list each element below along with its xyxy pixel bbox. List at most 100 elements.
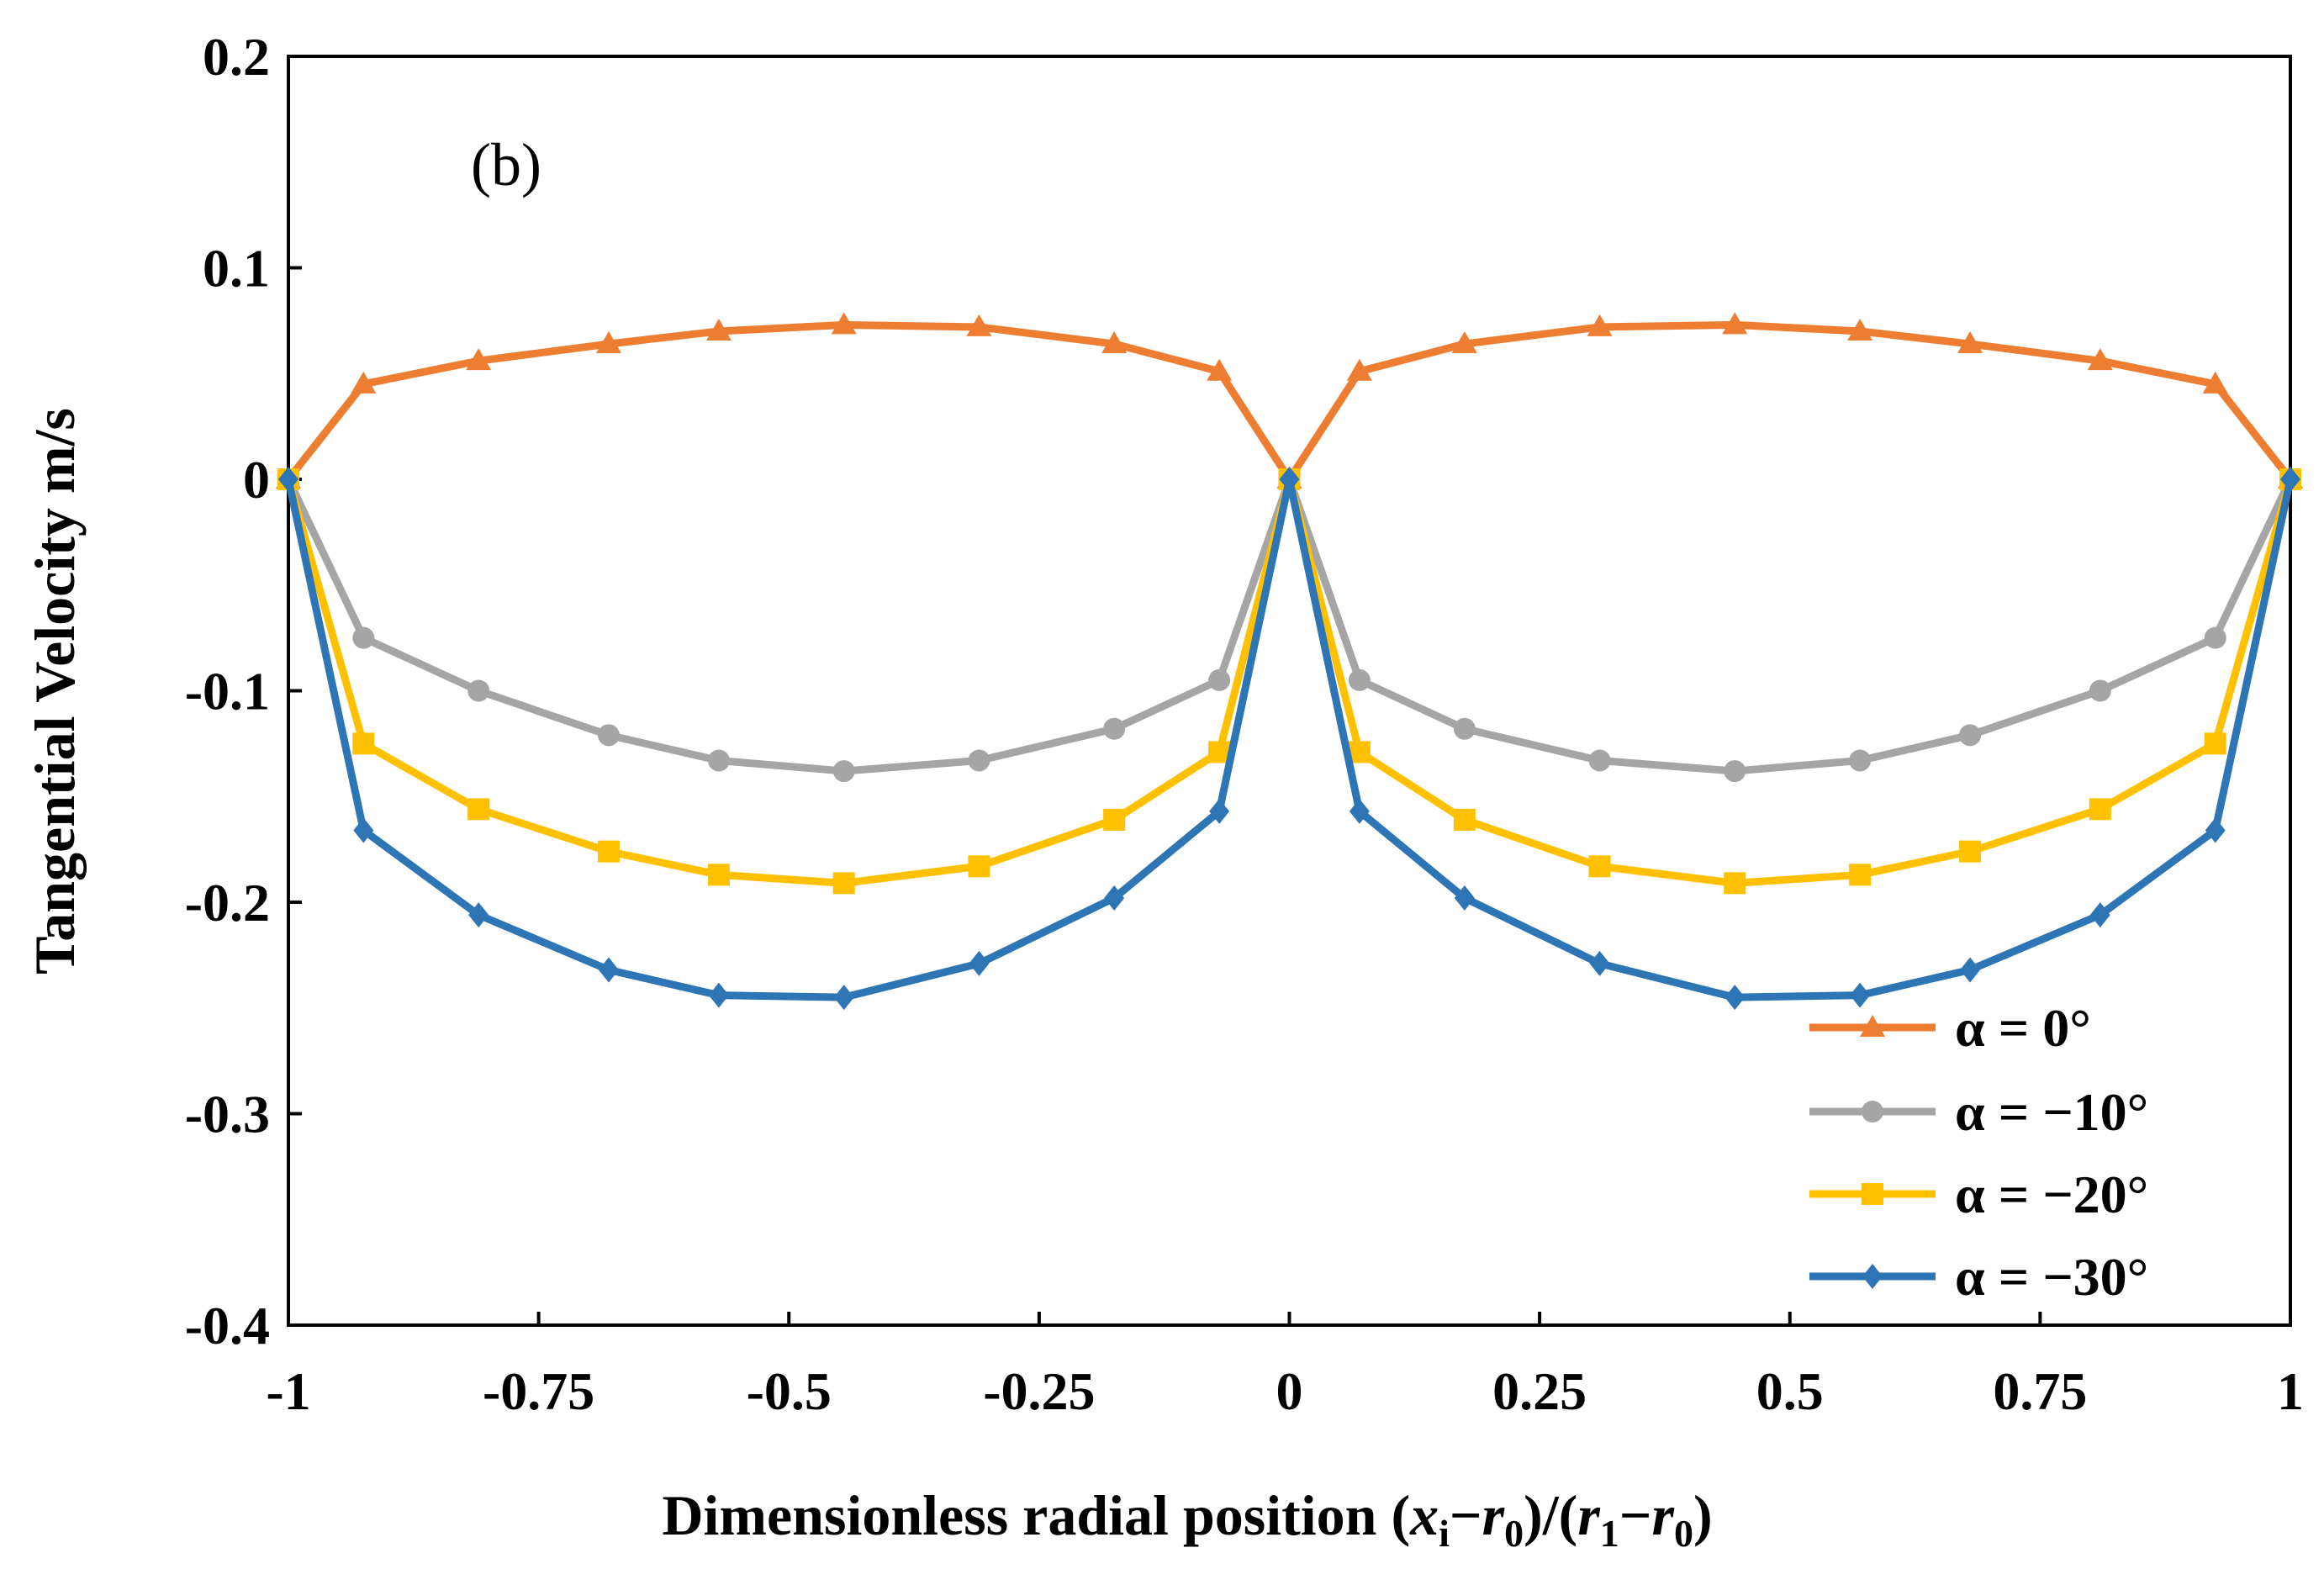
data-point (833, 985, 854, 1011)
data-point (707, 864, 730, 886)
data-point (352, 626, 375, 649)
data-point (1454, 885, 1475, 911)
series-line (284, 475, 2295, 887)
data-point (969, 950, 990, 976)
data-point (1349, 798, 1370, 824)
data-point (352, 732, 375, 755)
series-line (284, 475, 2295, 775)
data-point (1451, 331, 1477, 354)
data-point (2202, 371, 2228, 394)
legend-swatch-marker (1860, 1015, 1885, 1037)
data-point (2204, 626, 2226, 649)
data-point (1453, 808, 1476, 831)
legend-label: α = 0° (1955, 998, 2091, 1058)
data-point (2204, 732, 2226, 755)
panel-annotation: (b) (471, 131, 541, 198)
y-axis-title: Tangential Velocity m/s (23, 408, 87, 975)
x-tick-label: 0.75 (1993, 1361, 2087, 1421)
x-title-minus-1: − (1450, 1483, 1482, 1547)
data-point (968, 749, 990, 772)
series-3 (278, 467, 2300, 1011)
data-point (1849, 864, 1872, 886)
x-title-r0-sub-a: 0 (1504, 1512, 1524, 1555)
data-point (1847, 318, 1873, 341)
y-tick-label: 0.1 (203, 239, 270, 298)
data-point (467, 798, 490, 821)
legend-item: α = −20° (1809, 1165, 2148, 1224)
x-title-x-sub: i (1439, 1512, 1450, 1555)
data-point (1453, 717, 1476, 740)
legend-label: α = −10° (1955, 1082, 2148, 1142)
data-point (1960, 957, 1981, 983)
data-point (2089, 902, 2110, 928)
x-title-suffix: ) (1693, 1483, 1713, 1547)
data-point (1348, 668, 1371, 691)
y-tick-label: -0.4 (185, 1296, 270, 1355)
x-axis-title: Dimensionless radial position (xi−r0)/(r… (662, 1483, 1712, 1555)
x-title-r-b: r (1577, 1483, 1600, 1547)
data-point (597, 840, 620, 863)
series-0 (276, 312, 2303, 489)
data-point (468, 902, 489, 928)
data-point (351, 371, 377, 394)
x-tick-label: -0.5 (747, 1361, 832, 1421)
data-point (1589, 950, 1610, 976)
data-point (597, 724, 620, 747)
data-point (1724, 760, 1746, 783)
data-point (595, 331, 621, 354)
legend: α = 0° α = −10° α = −20° α = −30° (1809, 998, 2148, 1307)
y-tick-label: -0.1 (185, 662, 270, 721)
data-point (2205, 817, 2226, 843)
data-point (598, 957, 619, 983)
data-point (707, 749, 730, 772)
data-point (1104, 885, 1125, 911)
data-point (1207, 358, 1233, 381)
legend-label: α = −30° (1955, 1247, 2148, 1307)
x-tick-label: 0.5 (1756, 1361, 1824, 1421)
data-point (2089, 798, 2111, 821)
data-point (1103, 808, 1126, 831)
data-point (1208, 668, 1231, 691)
series-line (284, 475, 2295, 1001)
legend-item: α = 0° (1809, 998, 2091, 1058)
x-title-r-a: r (1482, 1483, 1505, 1547)
legend-swatch-marker (1862, 1183, 1883, 1205)
x-tick-label: 1 (2277, 1361, 2304, 1421)
legend-item: α = −30° (1809, 1247, 2148, 1307)
legend-item: α = −10° (1809, 1082, 2148, 1142)
series-layer (276, 312, 2303, 1011)
data-point (1850, 982, 1871, 1008)
data-point (2089, 679, 2111, 702)
data-point (467, 679, 490, 702)
data-point (832, 760, 855, 783)
data-point (353, 817, 374, 843)
x-title-minus-2: − (1619, 1483, 1652, 1547)
y-tick-label: -0.3 (185, 1085, 270, 1144)
legend-swatch-marker (1862, 1264, 1883, 1289)
series-1 (277, 468, 2301, 783)
data-point (966, 314, 992, 336)
series-line (285, 320, 2294, 483)
x-title-x: x (1409, 1483, 1439, 1547)
data-point (2087, 348, 2113, 371)
data-point (968, 855, 990, 878)
x-tick-label: -0.75 (483, 1361, 594, 1421)
data-point (1101, 331, 1128, 354)
x-title-r0-sub-b: 0 (1674, 1512, 1693, 1555)
data-point (1957, 331, 1983, 354)
data-point (278, 467, 298, 492)
data-point (1279, 467, 1300, 492)
data-point (708, 982, 729, 1008)
x-title-r-c: r (1652, 1483, 1675, 1547)
x-tick-label: -1 (266, 1361, 310, 1421)
data-point (466, 348, 492, 371)
data-point (1588, 855, 1611, 878)
x-tick-label: -0.25 (983, 1361, 1095, 1421)
x-title-prefix: Dimensionless radial position ( (662, 1483, 1410, 1547)
data-point (1959, 840, 1982, 863)
data-point (2280, 467, 2300, 492)
series-2 (277, 468, 2301, 895)
y-tick-label: 0 (243, 450, 270, 510)
axis-ticks: 0.2 0.1 0 -0.1 -0.2 -0.3 -0.4 -1 -0.75 -0.5 -0.25 0… (185, 27, 2304, 1421)
x-title-r1-sub: 1 (1600, 1512, 1619, 1555)
